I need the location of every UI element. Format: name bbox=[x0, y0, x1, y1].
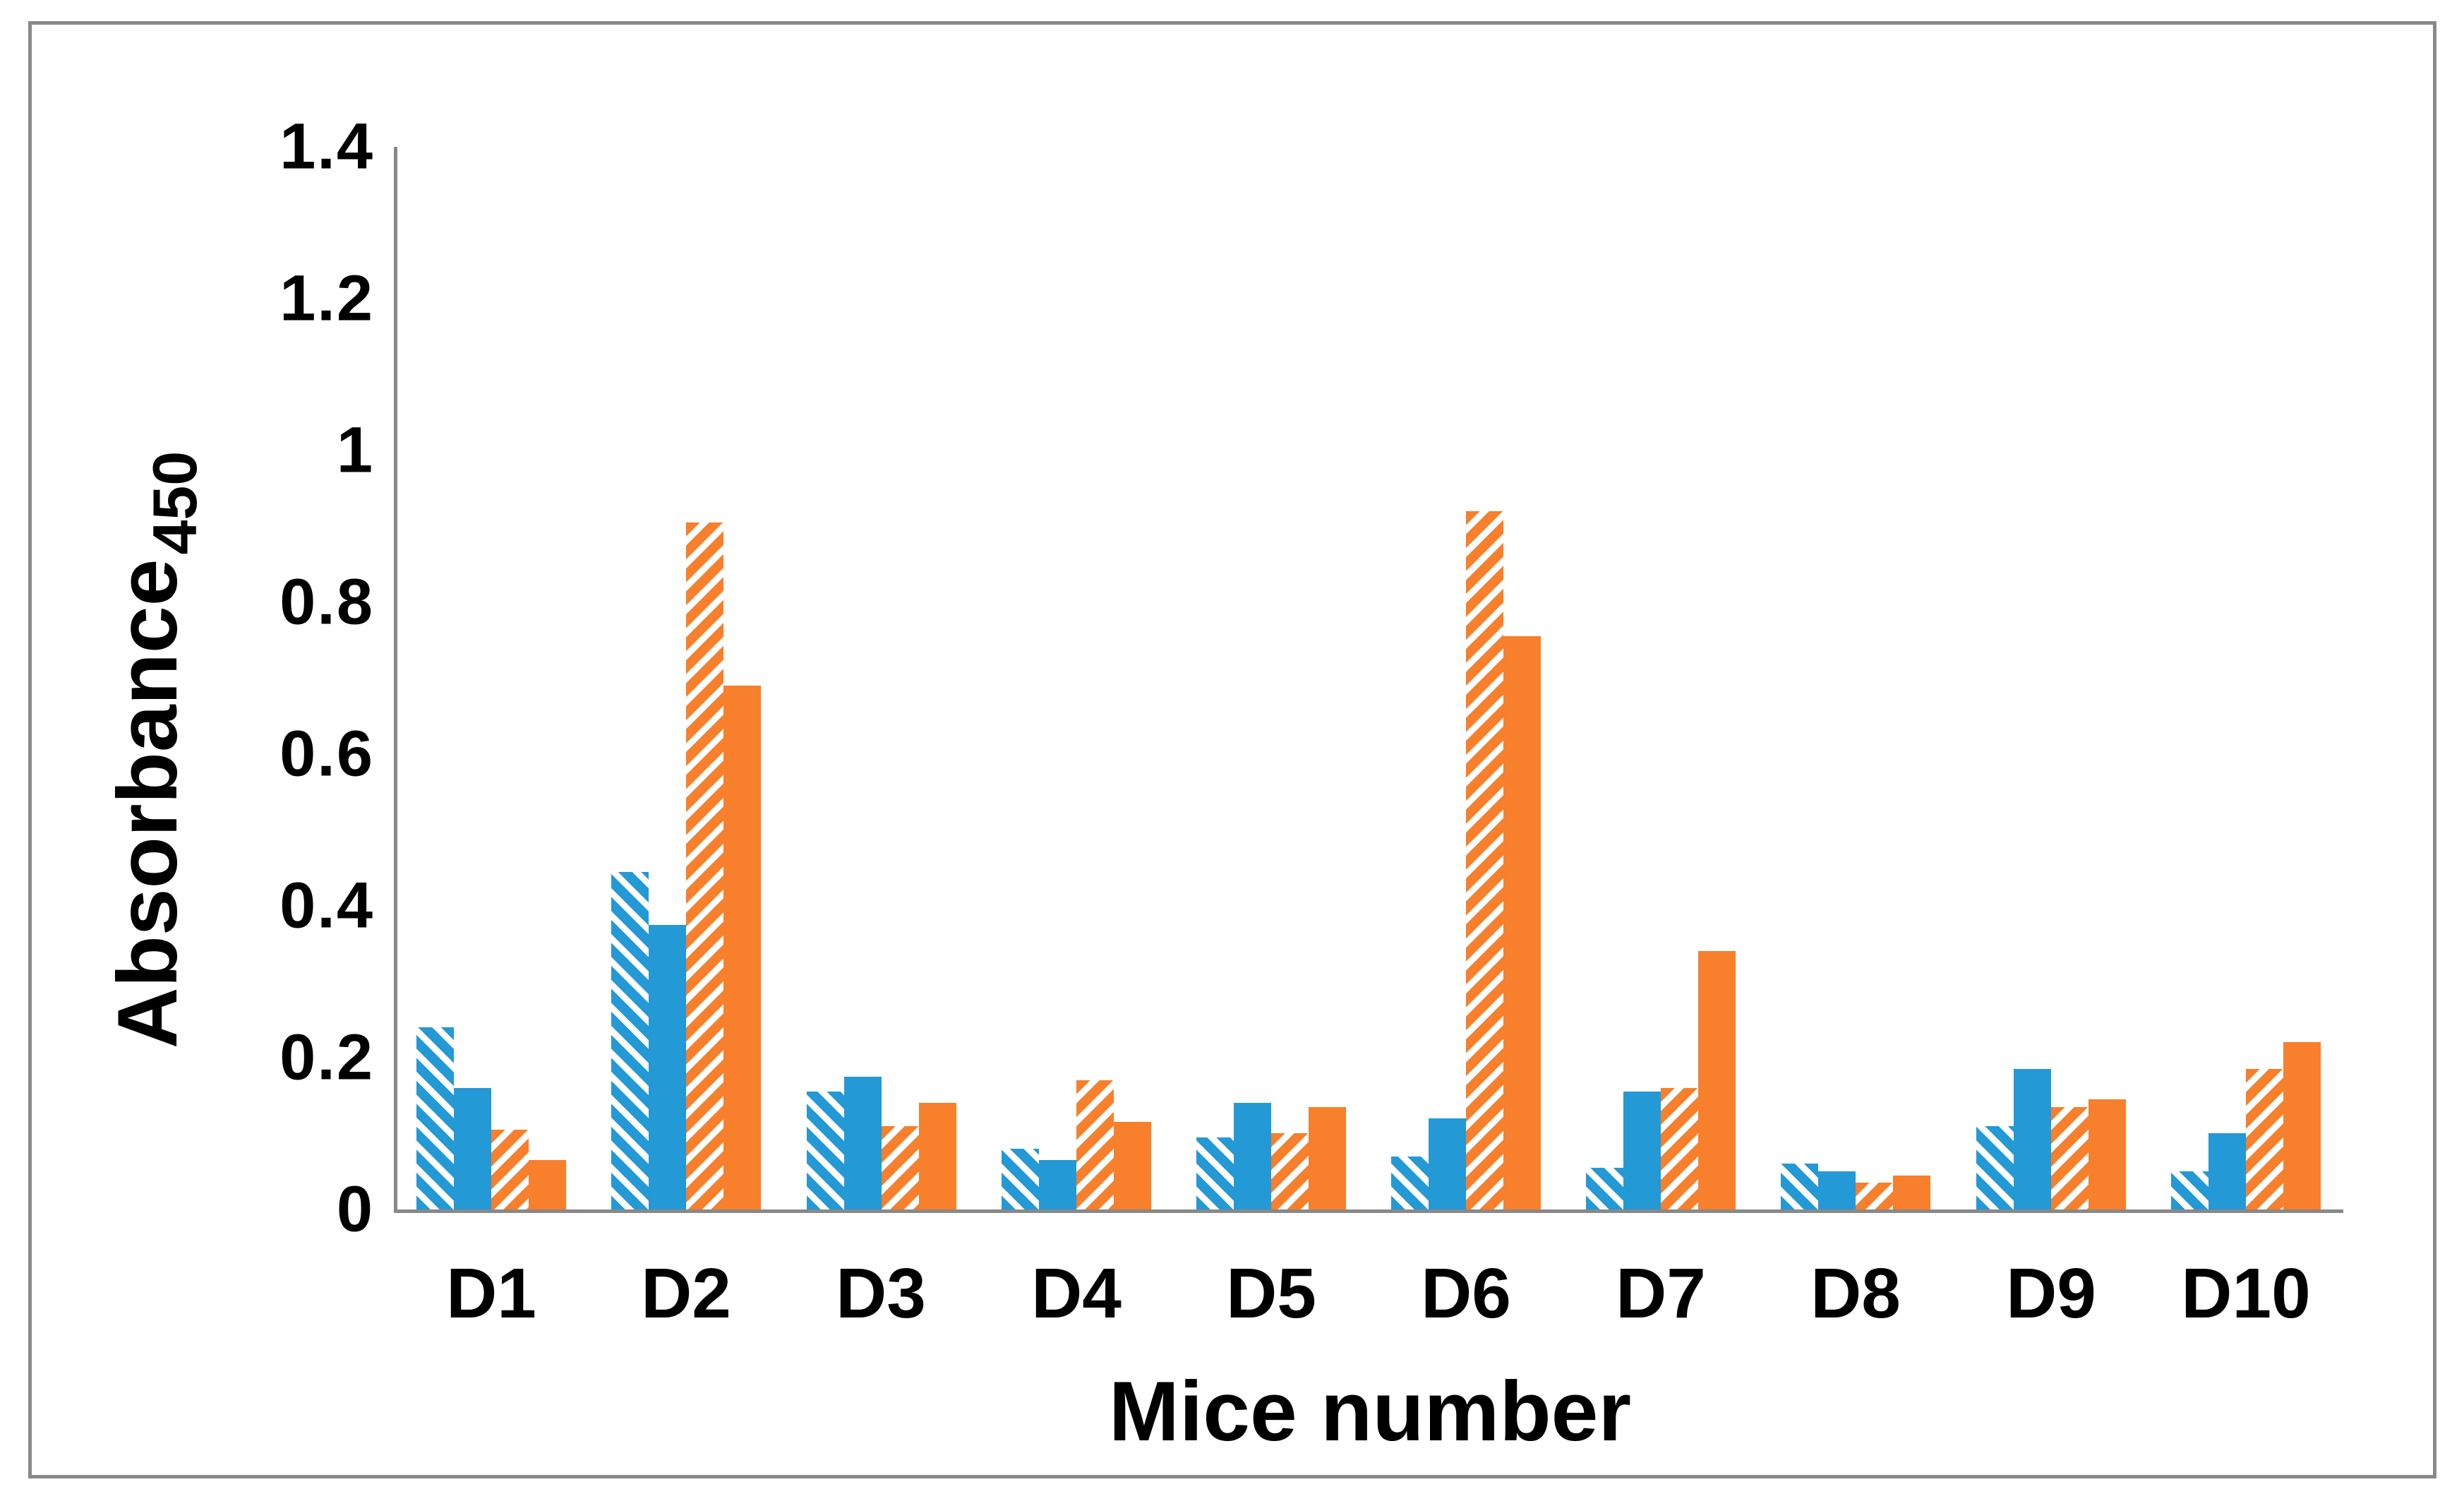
x-category-label-D4: D4 bbox=[1031, 1254, 1122, 1333]
bar-D5-orange-solid bbox=[1309, 1107, 1346, 1209]
bar-D4-orange-hatched bbox=[1076, 1080, 1114, 1209]
bar-D1-orange-hatched bbox=[491, 1130, 529, 1209]
bar-D2-orange-hatched bbox=[686, 522, 723, 1209]
bar-D10-orange-hatched bbox=[2246, 1069, 2283, 1209]
chart-border-frame bbox=[28, 21, 2436, 1478]
bar-D4-blue-hatched bbox=[1002, 1149, 1039, 1209]
x-category-label-D3: D3 bbox=[836, 1254, 926, 1333]
bar-D2-orange-solid bbox=[723, 686, 761, 1209]
bar-D5-blue-hatched bbox=[1196, 1137, 1234, 1209]
x-category-label-D2: D2 bbox=[641, 1254, 731, 1333]
bar-D8-blue-solid bbox=[1818, 1171, 1856, 1209]
bar-D10-blue-solid bbox=[2208, 1133, 2246, 1209]
bar-D6-orange-solid bbox=[1503, 636, 1541, 1209]
bar-D8-orange-solid bbox=[1893, 1176, 1930, 1209]
bar-D9-blue-hatched bbox=[1976, 1126, 2014, 1209]
bar-D7-blue-hatched bbox=[1586, 1168, 1623, 1209]
x-category-label-D1: D1 bbox=[446, 1254, 536, 1333]
y-tick-label-1.4: 1.4 bbox=[280, 110, 374, 183]
bar-D1-blue-hatched bbox=[416, 1027, 454, 1209]
bar-D8-blue-hatched bbox=[1781, 1164, 1818, 1209]
bar-D6-orange-hatched bbox=[1466, 511, 1503, 1209]
bar-D3-orange-solid bbox=[919, 1103, 956, 1209]
bar-D3-blue-hatched bbox=[807, 1092, 844, 1209]
bar-D6-blue-hatched bbox=[1391, 1157, 1429, 1209]
bar-D1-orange-solid bbox=[529, 1160, 566, 1209]
bar-D4-blue-solid bbox=[1039, 1160, 1076, 1209]
bar-D7-orange-solid bbox=[1698, 951, 1736, 1209]
bar-D2-blue-solid bbox=[649, 925, 686, 1209]
bar-D2-blue-hatched bbox=[611, 872, 649, 1209]
x-axis-title: Mice number bbox=[1108, 1364, 1632, 1459]
x-category-label-D7: D7 bbox=[1616, 1254, 1706, 1333]
bar-D6-blue-solid bbox=[1429, 1118, 1466, 1209]
y-tick-label-0.4: 0.4 bbox=[280, 869, 374, 942]
y-tick-label-1.2: 1.2 bbox=[280, 262, 374, 335]
bar-D8-orange-hatched bbox=[1856, 1183, 1893, 1209]
bar-D7-orange-hatched bbox=[1661, 1088, 1698, 1209]
bar-D3-orange-hatched bbox=[882, 1126, 919, 1209]
bar-D5-orange-hatched bbox=[1271, 1133, 1309, 1209]
bar-D3-blue-solid bbox=[844, 1077, 882, 1209]
x-category-label-D9: D9 bbox=[2006, 1254, 2096, 1333]
y-tick-label-0.2: 0.2 bbox=[280, 1021, 374, 1094]
y-tick-label-0: 0 bbox=[336, 1173, 374, 1245]
x-axis-line bbox=[394, 1209, 2343, 1213]
y-tick-label-1: 1 bbox=[336, 414, 374, 486]
bar-D9-blue-solid bbox=[2014, 1069, 2051, 1209]
x-category-label-D8: D8 bbox=[1810, 1254, 1901, 1333]
x-category-label-D6: D6 bbox=[1421, 1254, 1511, 1333]
y-axis-line bbox=[394, 147, 397, 1213]
bar-D4-orange-solid bbox=[1114, 1122, 1151, 1209]
bar-D5-blue-solid bbox=[1234, 1103, 1271, 1209]
y-tick-label-0.6: 0.6 bbox=[280, 717, 374, 790]
bar-D1-blue-solid bbox=[454, 1088, 491, 1209]
bar-D10-orange-solid bbox=[2283, 1042, 2321, 1209]
bar-D10-blue-hatched bbox=[2171, 1171, 2208, 1209]
x-category-label-D10: D10 bbox=[2181, 1254, 2311, 1333]
bar-D9-orange-solid bbox=[2089, 1099, 2126, 1209]
bar-D7-blue-solid bbox=[1623, 1092, 1661, 1209]
bar-D9-orange-hatched bbox=[2051, 1107, 2089, 1209]
y-tick-label-0.8: 0.8 bbox=[280, 566, 374, 638]
x-category-label-D5: D5 bbox=[1226, 1254, 1316, 1333]
